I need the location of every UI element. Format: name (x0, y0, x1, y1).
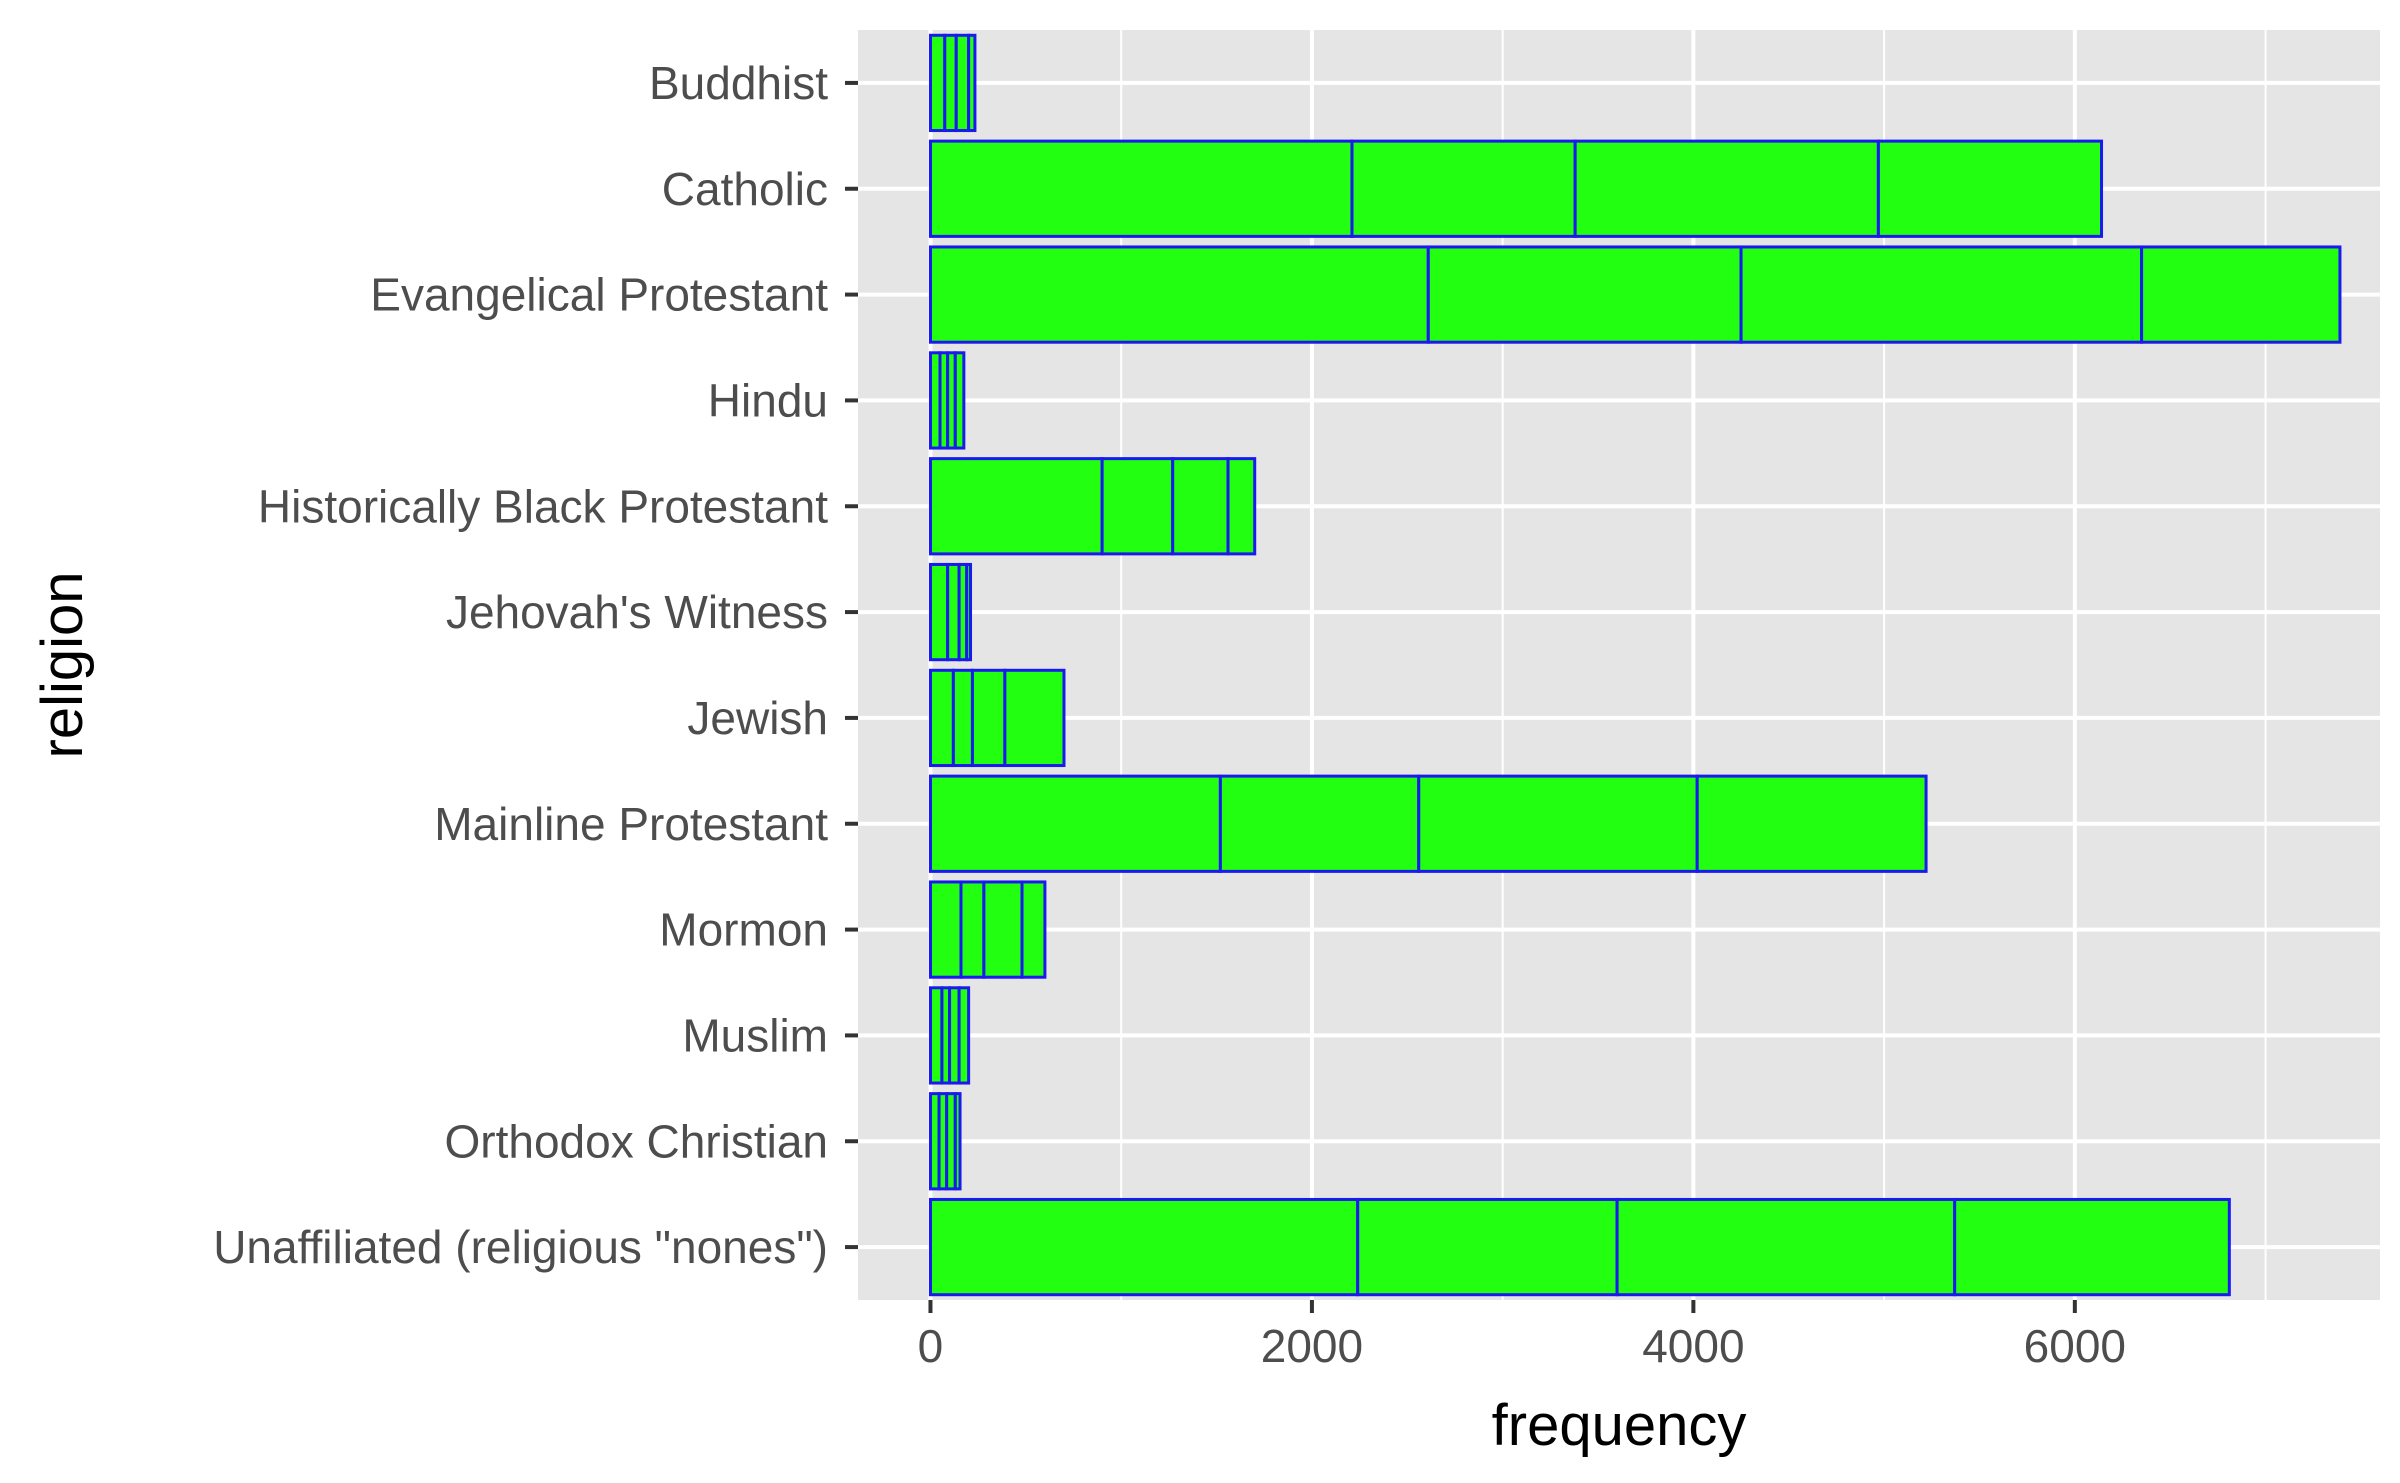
plot-panel (858, 30, 2380, 1300)
bar-segment (1417, 774, 1699, 873)
y-axis-title: religion (30, 572, 95, 759)
bar-segment (1695, 774, 1928, 873)
y-tick-label: Muslim (682, 1009, 828, 1061)
x-axis: 0 2000 4000 6000 (918, 1300, 2126, 1372)
bar-segment (928, 880, 963, 979)
bar-segment (1100, 457, 1175, 556)
bar-segment (1226, 457, 1257, 556)
bar-segment (953, 351, 966, 450)
bar-segment (953, 1092, 962, 1191)
y-tick-label: Catholic (662, 163, 828, 215)
x-tick-label: 2000 (1261, 1320, 1363, 1372)
bar-segment (946, 562, 961, 662)
y-axis: Buddhist Catholic Evangelical Protestant Hi… (213, 57, 858, 1273)
bar-segment (928, 986, 944, 1085)
bar-segment (928, 457, 1104, 556)
y-tick-label: Mormon (659, 904, 828, 956)
bar-segment (928, 139, 1354, 238)
x-tick-label: 4000 (1642, 1320, 1744, 1372)
x-axis-title: frequency (1492, 1393, 1747, 1458)
x-tick-label: 6000 (2024, 1320, 2126, 1372)
bar-segment (928, 245, 1430, 344)
bar-segment (1876, 139, 2104, 238)
minor-gridlines (1120, 30, 2267, 1300)
bar-segment (954, 33, 971, 133)
bar-segment (967, 33, 977, 133)
bar-segment (943, 33, 958, 133)
bar-segment (1426, 245, 1743, 344)
bar-segment (1573, 139, 1880, 238)
bar-segment (957, 986, 971, 1085)
bars (928, 33, 2342, 1297)
y-tick-label: Mainline Protestant (434, 798, 828, 850)
bar-segment (928, 1197, 1360, 1297)
bar-segment (959, 880, 986, 979)
bar-segment (1615, 1197, 1957, 1297)
bar-segment (982, 880, 1024, 979)
bar-segment (970, 668, 1007, 768)
bar-segment (1739, 245, 2144, 344)
y-tick-label: Orthodox Christian (445, 1115, 829, 1167)
y-tick-label: Historically Black Protestant (258, 480, 828, 532)
x-tick-label: 0 (918, 1320, 944, 1372)
y-tick-label: Unaffiliated (religious "nones") (213, 1221, 828, 1273)
y-tick-label: Jehovah's Witness (446, 586, 828, 638)
bar-segment (951, 668, 974, 768)
bar-segment (1350, 139, 1577, 238)
bar-segment (928, 562, 950, 662)
y-tick-label: Evangelical Protestant (370, 269, 828, 321)
y-tick-label: Hindu (708, 374, 828, 426)
bar-segment (1953, 1197, 2231, 1297)
major-gridlines (858, 30, 2380, 1300)
bar-segment (2140, 245, 2342, 344)
bar-segment (1356, 1197, 1619, 1297)
bar-segment (928, 668, 955, 768)
y-tick-label: Buddhist (649, 57, 828, 109)
bar-segment (1020, 880, 1047, 979)
bar-segment (928, 774, 1222, 873)
bar-segment (928, 33, 947, 133)
bar-segment (1003, 668, 1066, 768)
bar-segment (965, 562, 973, 662)
bar-segment (1171, 457, 1230, 556)
y-tick-label: Jewish (687, 692, 828, 744)
bar-segment (1218, 774, 1421, 873)
